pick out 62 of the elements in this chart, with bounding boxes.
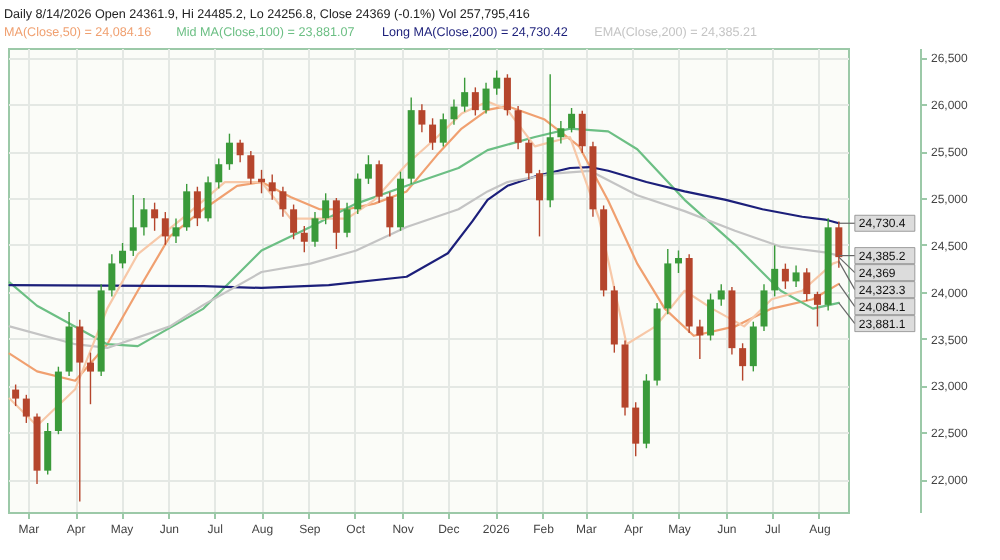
candlestick bbox=[183, 183, 191, 232]
candlestick bbox=[525, 139, 533, 180]
candlestick bbox=[386, 191, 394, 238]
candlestick bbox=[193, 186, 201, 227]
candlestick bbox=[835, 220, 843, 269]
candlestick bbox=[354, 172, 362, 215]
candlestick bbox=[760, 283, 768, 332]
candlestick bbox=[375, 159, 383, 204]
candlestick bbox=[664, 248, 672, 315]
candlestick bbox=[781, 262, 789, 290]
candlestick bbox=[236, 139, 244, 164]
candlestick bbox=[22, 394, 30, 424]
candlestick bbox=[439, 112, 447, 148]
candlestick bbox=[343, 201, 351, 239]
candlestick bbox=[493, 69, 501, 96]
candlestick bbox=[332, 197, 340, 250]
candlestick bbox=[739, 342, 747, 382]
candlestick bbox=[803, 267, 811, 302]
candlestick bbox=[482, 81, 490, 115]
candlestick bbox=[568, 107, 576, 134]
candlestick bbox=[108, 253, 116, 298]
candlestick bbox=[749, 321, 757, 373]
candlestick bbox=[290, 203, 298, 240]
candlestick bbox=[86, 351, 94, 405]
candlestick bbox=[514, 105, 522, 150]
candlestick bbox=[215, 157, 223, 190]
candlestick bbox=[696, 319, 704, 360]
candlestick bbox=[268, 173, 276, 201]
candlestick bbox=[632, 401, 640, 457]
candlestick bbox=[204, 175, 212, 223]
candlestick bbox=[450, 98, 458, 126]
candlestick bbox=[429, 117, 437, 151]
candlestick bbox=[717, 283, 725, 307]
candlestick bbox=[225, 132, 233, 171]
candlestick bbox=[300, 225, 308, 254]
candlestick bbox=[119, 242, 127, 269]
candlestick bbox=[418, 103, 426, 134]
candlestick bbox=[172, 217, 180, 244]
candlestick bbox=[578, 110, 586, 154]
candlestick bbox=[674, 249, 682, 274]
candlestick bbox=[471, 86, 479, 117]
candlestick bbox=[557, 120, 565, 145]
candlestick bbox=[44, 422, 52, 476]
candlestick bbox=[813, 291, 821, 328]
candlestick bbox=[535, 169, 543, 238]
candlestick bbox=[322, 192, 330, 225]
candlestick bbox=[161, 211, 169, 246]
candlestick bbox=[279, 186, 287, 218]
candlestick bbox=[461, 77, 469, 113]
candlestick bbox=[151, 201, 159, 232]
candlestick bbox=[364, 154, 372, 185]
candlestick bbox=[65, 311, 73, 377]
candlestick bbox=[503, 73, 511, 117]
line-series bbox=[8, 165, 840, 290]
candlestick bbox=[771, 244, 779, 298]
candlestick bbox=[12, 383, 20, 407]
candlestick bbox=[140, 197, 148, 237]
candlestick bbox=[129, 194, 137, 257]
candlestick bbox=[247, 150, 255, 185]
candlestick bbox=[707, 292, 715, 342]
candlestick bbox=[311, 211, 319, 248]
candlestick bbox=[792, 264, 800, 288]
